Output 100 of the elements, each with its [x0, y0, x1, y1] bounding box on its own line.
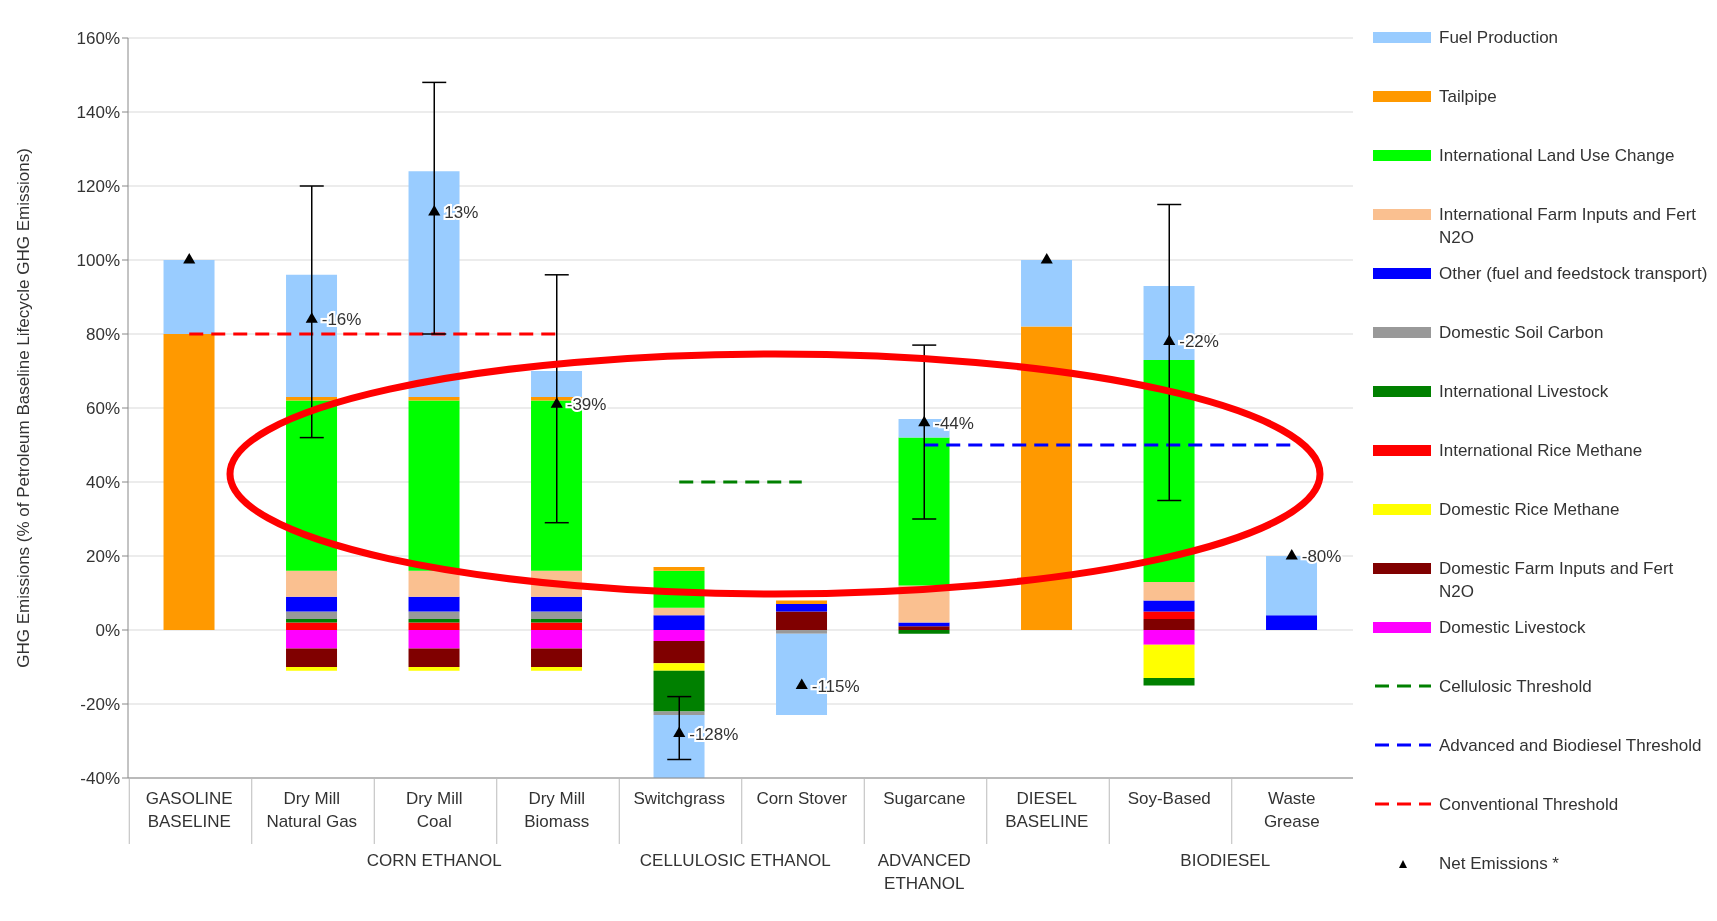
bar	[1143, 359, 1195, 582]
bar	[408, 667, 460, 671]
bar	[408, 611, 460, 619]
bar	[1143, 678, 1195, 686]
point	[550, 397, 563, 408]
annotation: -16%	[321, 310, 362, 330]
bar	[286, 622, 338, 630]
bar	[1143, 581, 1195, 601]
legend-label: Advanced and Biodiesel Threshold	[1439, 735, 1702, 757]
bar	[653, 630, 705, 642]
bar	[653, 607, 705, 616]
bar	[653, 615, 705, 630]
bar	[286, 611, 338, 619]
y-tick-label: 160%	[76, 29, 120, 49]
bar	[1143, 618, 1195, 630]
legend-label: Fuel Production	[1439, 27, 1559, 49]
y-tick-label: 120%	[76, 177, 120, 197]
bar	[531, 667, 583, 671]
bar	[531, 596, 583, 612]
bar	[163, 334, 215, 630]
legend-label: International Livestock	[1439, 381, 1609, 403]
y-tick-label: 60%	[85, 399, 120, 419]
legend-label: International Rice Methane	[1439, 440, 1643, 462]
legend-label: Other (fuel and feedstock transport)	[1439, 263, 1708, 285]
legend-label: Domestic Livestock	[1439, 617, 1586, 639]
legend-label: Cellulosic Threshold	[1439, 676, 1592, 698]
bar	[653, 641, 705, 664]
x-tick-label: Dry Mill Natural Gas	[266, 789, 358, 831]
x-tick-label: Corn Stover	[756, 789, 848, 808]
x-tick-label: GASOLINE BASELINE	[145, 789, 233, 831]
bar	[1143, 600, 1195, 612]
y-tick-label: 0%	[95, 621, 120, 641]
bar	[408, 630, 460, 649]
legend-label: Tailpipe	[1439, 86, 1497, 108]
bar	[286, 596, 338, 612]
point	[795, 678, 808, 690]
bar	[1021, 260, 1073, 327]
annotation: -128%	[689, 724, 739, 744]
y-tick-label: 140%	[76, 103, 120, 123]
bar	[286, 648, 338, 667]
bar	[286, 396, 338, 401]
bar	[163, 260, 215, 334]
annotation: -115%	[811, 676, 860, 696]
x-tick-label: Dry Mill Coal	[405, 789, 463, 831]
bar	[653, 567, 705, 571]
legend-label: Conventional Threshold	[1439, 794, 1619, 816]
y-axis-title: GHG Emissions (% of Petroleum Baseline Lifecycle GHG Emissions)	[14, 148, 34, 668]
bar	[408, 396, 460, 401]
bar	[653, 670, 705, 712]
bar	[1143, 611, 1195, 619]
bar	[531, 630, 583, 649]
text: CORN ETHANOL	[366, 851, 502, 870]
point	[1040, 252, 1053, 264]
annotation: -22%	[1179, 332, 1219, 352]
bar	[531, 648, 583, 667]
point	[673, 726, 686, 738]
bar	[776, 600, 828, 605]
bar	[1143, 630, 1195, 645]
legend-label: Net Emissions *	[1439, 853, 1559, 875]
bar	[408, 648, 460, 667]
bar	[286, 630, 338, 649]
bar	[408, 596, 460, 612]
annotation: -80%	[1301, 547, 1342, 566]
bar	[408, 622, 460, 630]
bar	[408, 570, 460, 597]
legend-label: Domestic Soil Carbon	[1439, 322, 1604, 344]
bar	[531, 611, 583, 619]
legend-label: International Farm Inputs and Fert N2O	[1439, 204, 1698, 249]
bar	[531, 371, 583, 397]
bar	[408, 400, 460, 571]
point	[183, 252, 196, 264]
y-tick-label: 20%	[85, 547, 120, 567]
annotation: -44%	[934, 413, 974, 433]
x-tick-label: Sugarcane	[883, 789, 966, 808]
y-tick-label: 40%	[85, 473, 120, 493]
point	[305, 312, 318, 323]
text: CELLULOSIC ETHANOL	[639, 851, 831, 870]
point	[1163, 334, 1176, 345]
x-tick-label: Switchgrass	[633, 789, 726, 808]
x-tick-label: DIESEL BASELINE	[1005, 789, 1089, 831]
bar	[286, 618, 338, 623]
bar	[776, 611, 828, 630]
bar	[1021, 326, 1073, 630]
bar	[286, 570, 338, 597]
text: BIODIESEL	[1180, 851, 1271, 870]
point	[1285, 548, 1298, 560]
bar	[898, 626, 950, 630]
y-tick-label: 80%	[85, 325, 120, 345]
bar	[776, 604, 828, 612]
bar	[1143, 644, 1195, 679]
bar	[898, 630, 950, 634]
x-tick-label: Soy-Based	[1127, 789, 1211, 808]
bar	[408, 618, 460, 623]
bar	[286, 400, 338, 571]
x-tick-label: Dry Mill Biomass	[524, 789, 590, 831]
y-tick-label: -20%	[80, 695, 120, 715]
bar	[898, 437, 950, 586]
point	[918, 415, 931, 427]
bar	[286, 667, 338, 671]
y-tick-label: 100%	[76, 251, 120, 271]
